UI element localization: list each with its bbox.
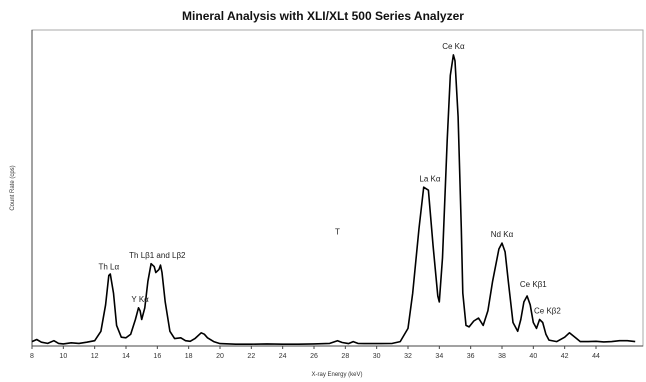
- x-tick-label: 16: [153, 353, 161, 360]
- x-tick-label: 12: [91, 353, 99, 360]
- peak-label: Ce Kβ2: [534, 307, 561, 316]
- x-tick-label: 10: [59, 353, 67, 360]
- y-axis-label: Count Rate (cps): [10, 165, 16, 210]
- peak-label: Ce Kα: [442, 42, 465, 51]
- peak-label: Ce Kβ1: [520, 280, 547, 289]
- peak-label: Th Lα: [98, 263, 119, 272]
- x-tick-label: 44: [592, 353, 600, 360]
- x-tick-label: 28: [341, 353, 349, 360]
- x-tick-label: 24: [279, 353, 287, 360]
- x-tick-label: 8: [30, 353, 34, 360]
- spectrum-line: [31, 54, 636, 345]
- x-tick-label: 26: [310, 353, 318, 360]
- x-tick-group: 8 10 12 14 16 18 20 22 24 26 28 30 32 34 36 38 40 42 44: [30, 346, 600, 360]
- peak-label: Nd Kα: [491, 230, 514, 239]
- x-tick-label: 36: [467, 353, 475, 360]
- peak-label: Y Kα: [131, 295, 149, 304]
- chart-title: Mineral Analysis with XLI/XLt 500 Series…: [182, 9, 464, 23]
- x-tick-label: 22: [247, 353, 255, 360]
- x-tick-label: 14: [122, 353, 130, 360]
- x-axis-label: X-ray Energy (keV): [311, 372, 362, 378]
- x-tick-label: 34: [435, 353, 443, 360]
- plot-area-border: [31, 29, 644, 347]
- x-tick-label: 32: [404, 353, 412, 360]
- x-tick-label: 20: [216, 353, 224, 360]
- peak-label: Th Lβ1 and Lβ2: [129, 251, 186, 260]
- x-tick-label: 30: [373, 353, 381, 360]
- x-tick-label: 18: [185, 353, 193, 360]
- peak-label: T: [335, 227, 340, 236]
- x-tick-label: 38: [498, 353, 506, 360]
- plot-frame: [31, 29, 644, 347]
- peak-label: La Kα: [419, 174, 440, 183]
- x-tick-label: 42: [561, 353, 569, 360]
- x-tick-label: 40: [529, 353, 537, 360]
- peak-label-group: Th Lα Y Kα Th Lβ1 and Lβ2 T La Kα Ce Kα Nd Kα C…: [98, 42, 561, 316]
